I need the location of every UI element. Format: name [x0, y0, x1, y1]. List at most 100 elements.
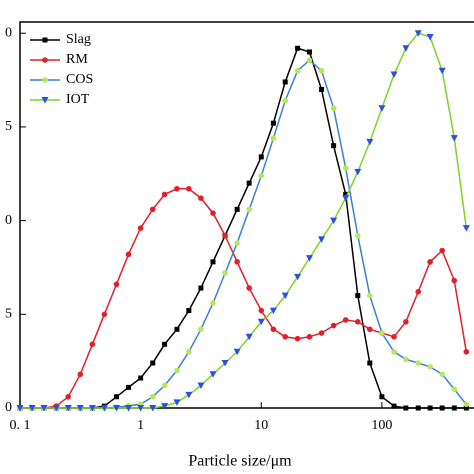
legend-label: Slag	[66, 32, 91, 47]
x-tick-label: 10	[254, 418, 268, 433]
marker	[355, 293, 361, 299]
marker	[282, 333, 289, 340]
marker	[415, 405, 421, 411]
marker	[113, 405, 121, 412]
marker	[427, 259, 433, 265]
marker	[379, 330, 385, 336]
marker	[210, 300, 216, 306]
marker	[257, 318, 265, 326]
series	[17, 57, 470, 411]
marker	[318, 67, 325, 74]
marker	[318, 236, 326, 243]
legend-label: IOT	[66, 92, 90, 107]
marker	[415, 289, 422, 295]
marker	[234, 259, 240, 265]
x-tick-label: 100	[371, 418, 392, 433]
marker	[354, 319, 361, 325]
marker	[138, 375, 144, 381]
marker	[222, 270, 228, 276]
marker	[246, 206, 252, 213]
marker	[149, 206, 156, 213]
marker	[354, 232, 361, 239]
marker	[64, 405, 72, 412]
marker	[294, 273, 302, 281]
marker	[330, 105, 337, 111]
marker	[450, 135, 458, 142]
marker	[403, 319, 409, 325]
marker	[89, 341, 96, 348]
marker	[270, 326, 277, 333]
marker	[137, 225, 144, 231]
y-tick-label: 5	[5, 119, 12, 134]
marker	[174, 185, 180, 192]
marker	[149, 393, 156, 400]
marker	[318, 330, 325, 336]
marker	[463, 405, 469, 411]
marker	[367, 326, 373, 333]
y-tick-label: 0	[5, 400, 12, 415]
marker	[186, 185, 192, 192]
marker	[16, 405, 24, 412]
marker	[258, 172, 265, 179]
marker	[342, 195, 350, 202]
marker	[40, 405, 48, 412]
marker	[125, 405, 133, 412]
marker	[391, 333, 397, 340]
marker	[269, 307, 277, 315]
marker	[137, 405, 145, 412]
marker	[126, 384, 132, 390]
marker	[463, 401, 470, 408]
marker	[222, 232, 228, 239]
marker	[402, 45, 410, 52]
marker	[246, 180, 252, 186]
series-line	[20, 32, 468, 409]
marker	[42, 57, 48, 63]
marker	[367, 292, 373, 299]
marker	[391, 348, 397, 355]
marker	[282, 79, 288, 85]
marker	[330, 322, 337, 329]
marker	[367, 360, 373, 366]
marker	[294, 335, 301, 342]
marker	[330, 217, 338, 225]
marker	[427, 405, 433, 411]
marker	[246, 285, 252, 291]
marker	[77, 371, 84, 378]
marker	[161, 191, 168, 198]
marker	[258, 307, 265, 314]
marker	[270, 135, 277, 141]
y-tick-label: 0	[5, 25, 12, 40]
marker	[281, 292, 289, 300]
series	[16, 30, 470, 412]
marker	[162, 341, 168, 347]
marker	[114, 394, 120, 400]
marker	[149, 405, 157, 412]
marker	[451, 405, 457, 411]
marker	[306, 49, 312, 55]
marker	[354, 168, 362, 176]
marker	[28, 405, 36, 412]
marker	[306, 333, 313, 340]
marker	[210, 259, 216, 265]
marker	[209, 371, 217, 378]
marker	[221, 360, 229, 367]
marker	[270, 120, 276, 126]
y-tick-label: 5	[5, 307, 12, 322]
marker	[65, 393, 72, 400]
marker	[295, 45, 301, 51]
marker	[185, 391, 193, 399]
marker	[198, 195, 204, 201]
marker	[173, 399, 181, 406]
marker	[186, 308, 192, 314]
marker	[41, 97, 49, 104]
marker	[331, 143, 337, 149]
marker	[463, 348, 470, 355]
series-line	[20, 188, 468, 409]
marker	[52, 405, 60, 412]
marker	[414, 30, 422, 37]
marker	[198, 326, 204, 333]
marker	[439, 247, 445, 254]
marker	[390, 71, 398, 78]
legend-label: RM	[66, 52, 88, 67]
